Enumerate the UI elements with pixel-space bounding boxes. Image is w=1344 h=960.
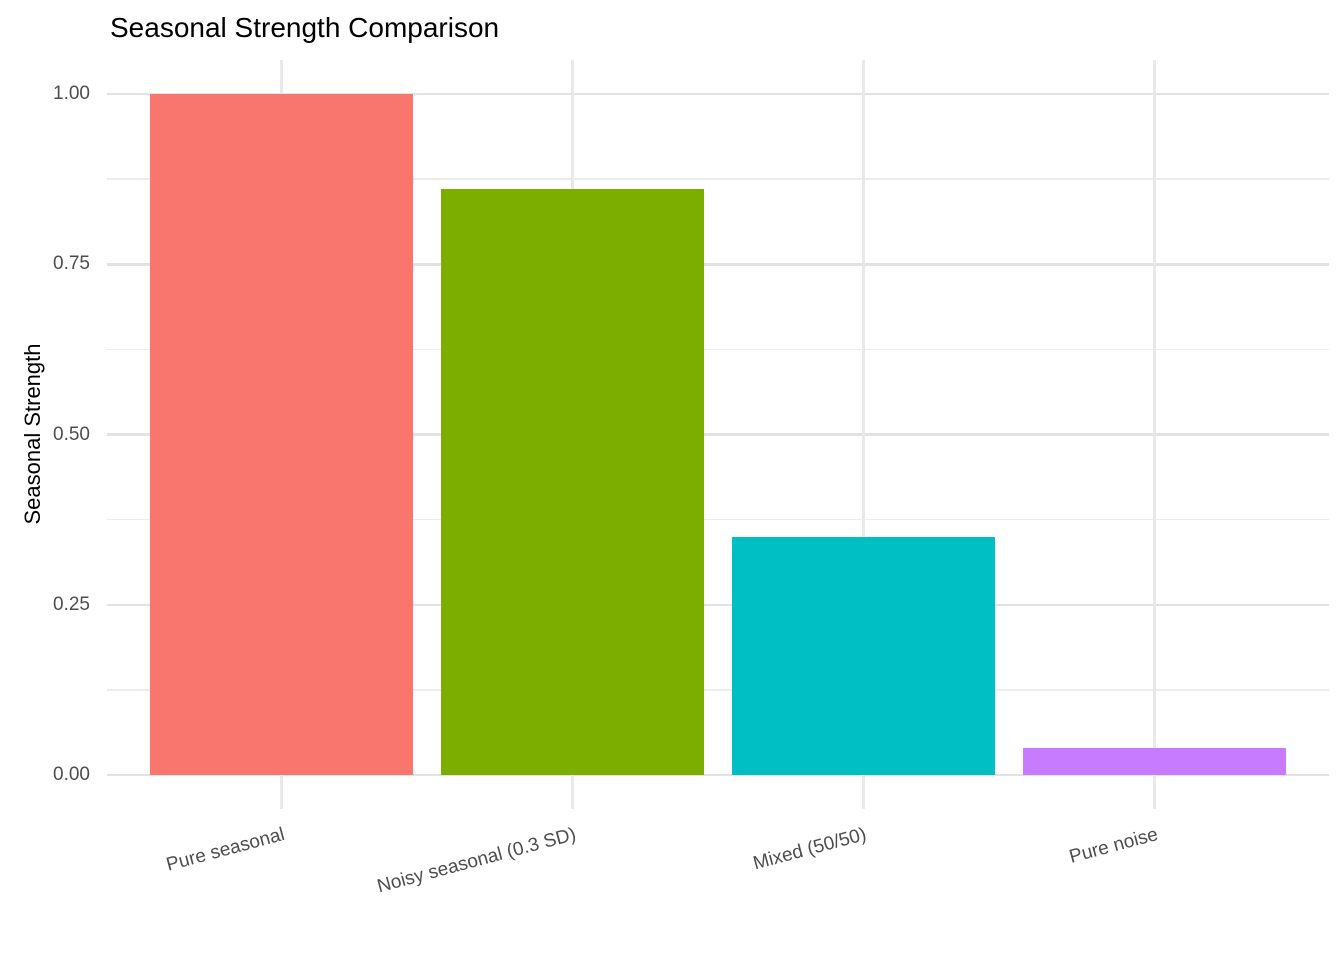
gridline-y-1 xyxy=(107,92,1329,96)
gridline-y-0.25 xyxy=(107,603,1329,606)
y-axis-tick-labels: 0.00 0.25 0.50 0.75 1.00 xyxy=(0,0,90,960)
gridline-y-0.625 xyxy=(107,348,1329,351)
bar-pure-noise xyxy=(1023,747,1286,775)
x-tick-label-mixed-50-50: Mixed (50/50) xyxy=(751,824,869,875)
y-tick-label-0.00: 0.00 xyxy=(53,764,90,785)
plot-panel xyxy=(107,60,1329,809)
gridline-y-0.375 xyxy=(107,518,1329,521)
x-tick-label-pure-noise: Pure noise xyxy=(1066,824,1160,868)
y-tick-label-0.25: 0.25 xyxy=(53,593,90,615)
x-tick-label-noisy-seasonal-0-3-sd: Noisy seasonal (0.3 SD) xyxy=(374,824,578,898)
bar-mixed-50-50 xyxy=(732,536,995,775)
bar-noisy-seasonal-0-3-sd xyxy=(441,189,704,775)
y-tick-label-0.50: 0.50 xyxy=(53,423,90,445)
gridline-y-0.125 xyxy=(107,689,1329,691)
gridline-y-0.875 xyxy=(107,178,1329,180)
y-tick-label-0.75: 0.75 xyxy=(53,253,90,275)
x-tick-label-pure-seasonal: Pure seasonal xyxy=(164,824,287,876)
chart-title: Seasonal Strength Comparison xyxy=(110,12,500,43)
bar-pure-seasonal xyxy=(150,94,413,775)
gridline-y-0.75 xyxy=(107,263,1329,266)
y-tick-label-1.00: 1.00 xyxy=(53,83,90,104)
gridline-x-pure-noise xyxy=(1153,60,1156,809)
gridline-x-mixed-50-50 xyxy=(862,60,865,809)
gridline-y-0 xyxy=(107,773,1329,777)
gridline-y-0.5 xyxy=(107,433,1329,436)
